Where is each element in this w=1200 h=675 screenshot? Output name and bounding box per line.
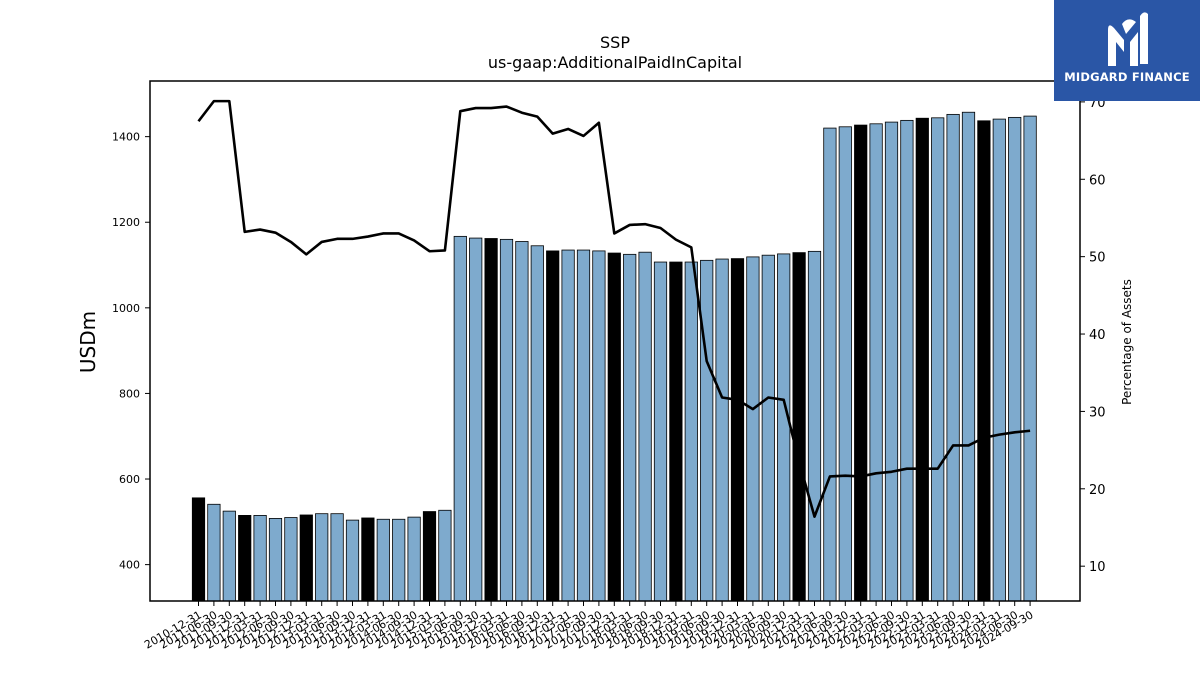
bar: [422, 511, 437, 602]
bar: [222, 510, 236, 602]
bar: [253, 515, 267, 602]
bar: [546, 250, 560, 602]
brand-name: MIDGARD FINANCE: [1064, 70, 1190, 84]
y-tick-label: 1200: [112, 216, 140, 229]
bar: [869, 123, 883, 602]
bar: [792, 252, 806, 602]
bar: [592, 250, 606, 602]
y-axis-left: 400 600 800 1000 1200 1400: [112, 131, 150, 572]
bar: [715, 258, 729, 602]
y-axis-label: USDm: [76, 311, 100, 373]
y-tick-label: 1000: [112, 302, 140, 315]
bar: [299, 514, 313, 602]
y2-tick-label: 20: [1089, 483, 1106, 498]
bar: [992, 118, 1006, 602]
bar: [499, 238, 514, 602]
line-layer: [197, 99, 1031, 518]
y2-tick-label: 30: [1089, 405, 1106, 420]
series-line: [197, 99, 1031, 518]
bar: [684, 261, 698, 602]
bar: [315, 513, 329, 602]
bar: [653, 261, 668, 602]
y2-tick-label: 10: [1089, 560, 1106, 575]
bar: [823, 127, 837, 602]
bar: [345, 519, 360, 602]
chart-subtitle: us-gaap:AdditionalPaidInCapital: [488, 53, 742, 72]
bar: [669, 261, 683, 602]
y2-tick-label: 40: [1089, 328, 1106, 343]
bar: [946, 113, 960, 602]
x-axis: 2010-12-312011-06-302011-09-302011-12-31…: [142, 601, 1036, 652]
bar: [1023, 115, 1037, 602]
bar: [623, 253, 637, 602]
bar: [484, 238, 498, 602]
chart-title: SSP: [600, 33, 630, 52]
brand-logo: MIDGARD FINANCE: [1054, 0, 1200, 101]
y2-tick-label: 50: [1089, 251, 1106, 266]
bar: [931, 117, 945, 602]
bar: [884, 121, 899, 602]
bar: [607, 252, 621, 602]
bar: [915, 117, 929, 602]
bar: [361, 517, 375, 602]
bar: [638, 251, 652, 602]
bar: [900, 119, 914, 602]
plot-frame: [149, 80, 1081, 602]
bar: [330, 513, 344, 602]
y-tick-label: 400: [119, 559, 140, 572]
y-tick-label: 600: [119, 473, 140, 486]
bar: [746, 256, 760, 602]
bar: [469, 237, 483, 602]
y-tick-label: 1400: [112, 131, 140, 144]
y2-axis-label: Percentage of Assets: [1120, 279, 1134, 405]
bar: [268, 518, 283, 602]
bar: [576, 249, 591, 602]
bar: [838, 126, 852, 602]
bar: [515, 241, 529, 602]
y2-tick-label: 60: [1089, 173, 1106, 188]
bar: [730, 258, 745, 602]
bar-layer: [191, 111, 1037, 602]
bar: [438, 509, 452, 602]
bar: [284, 517, 298, 602]
midgard-logo-icon: [1108, 12, 1148, 66]
bar: [407, 516, 421, 602]
bar: [854, 124, 868, 602]
bar: [453, 235, 467, 602]
bar: [700, 259, 714, 602]
bar: [561, 249, 575, 602]
bar: [761, 254, 775, 602]
bar: [961, 111, 976, 602]
bar: [392, 518, 406, 602]
bar: [238, 515, 252, 602]
bar: [1008, 116, 1022, 602]
y-tick-label: 800: [119, 387, 140, 400]
bar: [807, 250, 822, 602]
bar: [191, 497, 206, 602]
bar: [207, 503, 221, 602]
bar: [777, 253, 791, 602]
bar: [376, 518, 390, 602]
bar: [977, 120, 991, 602]
bar: [530, 245, 544, 602]
